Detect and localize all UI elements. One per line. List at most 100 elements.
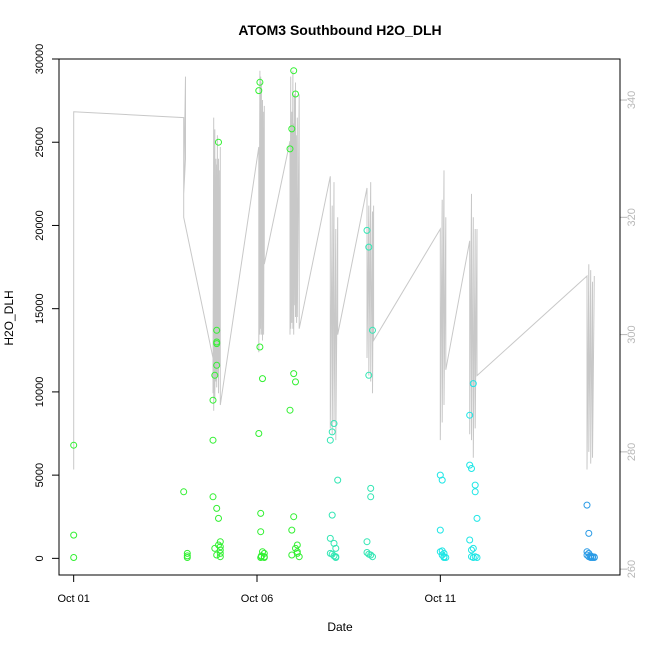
secondary-series-line (73, 70, 595, 470)
data-point (466, 536, 474, 544)
data-point (466, 411, 474, 419)
data-point (216, 553, 224, 561)
data-point (369, 553, 376, 561)
data-point (332, 544, 340, 552)
y-tick-label: 30000 (34, 44, 46, 75)
data-point (286, 406, 294, 414)
data-point (442, 554, 450, 561)
data-point (257, 528, 265, 536)
chart-title: ATOM3 Southbound H2O_DLH (238, 22, 441, 38)
data-point (363, 226, 371, 234)
data-point (259, 375, 266, 383)
data-point (209, 436, 217, 444)
data-point (70, 554, 78, 561)
x-tick-label: Oct 06 (241, 593, 273, 605)
y-tick-label: 25000 (34, 127, 46, 158)
data-point (469, 380, 477, 388)
plot-frame (58, 58, 621, 576)
data-point (367, 493, 375, 501)
data-point (257, 509, 265, 517)
data-point (183, 549, 191, 557)
x-tick-label: Oct 01 (57, 593, 89, 605)
data-point (365, 371, 373, 379)
secondary-line-layer (73, 70, 595, 470)
data-point (334, 476, 342, 484)
data-point (215, 514, 222, 522)
data-point (213, 361, 221, 369)
data-point (328, 511, 336, 519)
y2-tick-label: 260 (626, 560, 638, 578)
data-point (292, 90, 299, 98)
data-point (440, 549, 448, 557)
data-point (438, 476, 446, 484)
data-point (256, 343, 264, 351)
data-point (256, 78, 264, 86)
y-tick-label: 10000 (34, 377, 46, 408)
data-point (288, 526, 296, 534)
data-point (468, 546, 475, 554)
data-point (293, 541, 301, 549)
points-layer (70, 67, 598, 561)
data-point (260, 549, 268, 557)
data-point (295, 553, 303, 561)
data-point (209, 493, 217, 501)
data-point (290, 513, 298, 521)
data-point (216, 543, 224, 551)
x-tick-label: Oct 11 (425, 593, 457, 605)
data-point (213, 504, 221, 512)
y2-tick-label: 340 (626, 91, 638, 109)
x-axis-label: Date (327, 620, 353, 634)
data-point (211, 371, 219, 379)
data-point (209, 396, 217, 404)
data-point (466, 461, 474, 469)
data-point (213, 551, 221, 559)
data-point (292, 378, 299, 386)
y-tick-label: 0 (34, 555, 46, 561)
y-tick-label: 20000 (34, 210, 46, 241)
data-point (469, 544, 477, 552)
data-point (255, 87, 263, 95)
data-point (326, 534, 334, 542)
data-point (260, 554, 268, 561)
data-point (213, 340, 221, 348)
data-point (288, 125, 296, 133)
data-point (290, 370, 298, 378)
data-point (365, 243, 373, 251)
data-point (471, 488, 479, 496)
data-point (367, 484, 375, 492)
data-point (583, 501, 591, 509)
y-tick-label: 15000 (34, 293, 46, 324)
data-point (585, 529, 593, 537)
data-point (216, 546, 224, 554)
data-point (590, 553, 598, 561)
data-point (216, 538, 224, 546)
data-point (473, 514, 481, 522)
data-point (471, 481, 479, 489)
data-point (436, 526, 444, 534)
data-point (468, 465, 475, 472)
data-point (369, 326, 376, 334)
data-point (70, 531, 78, 539)
y2-tick-label: 280 (626, 443, 638, 461)
data-point (367, 551, 375, 559)
data-point (180, 488, 188, 496)
data-point (473, 554, 481, 561)
data-point (330, 420, 338, 427)
data-point (328, 428, 336, 436)
data-point (255, 430, 263, 437)
data-point (183, 552, 191, 560)
data-point (363, 538, 371, 546)
y2-tick-label: 320 (626, 208, 638, 226)
y2-tick-label: 300 (626, 325, 638, 343)
data-point (70, 441, 78, 449)
data-point (326, 436, 334, 444)
y-tick-label: 5000 (34, 463, 46, 487)
y-axis-label: H2O_DLH (2, 290, 16, 345)
data-point (290, 67, 298, 75)
data-point (213, 326, 221, 334)
data-point (332, 554, 340, 561)
data-point (215, 138, 222, 146)
data-point (216, 549, 224, 557)
data-point (286, 145, 294, 153)
